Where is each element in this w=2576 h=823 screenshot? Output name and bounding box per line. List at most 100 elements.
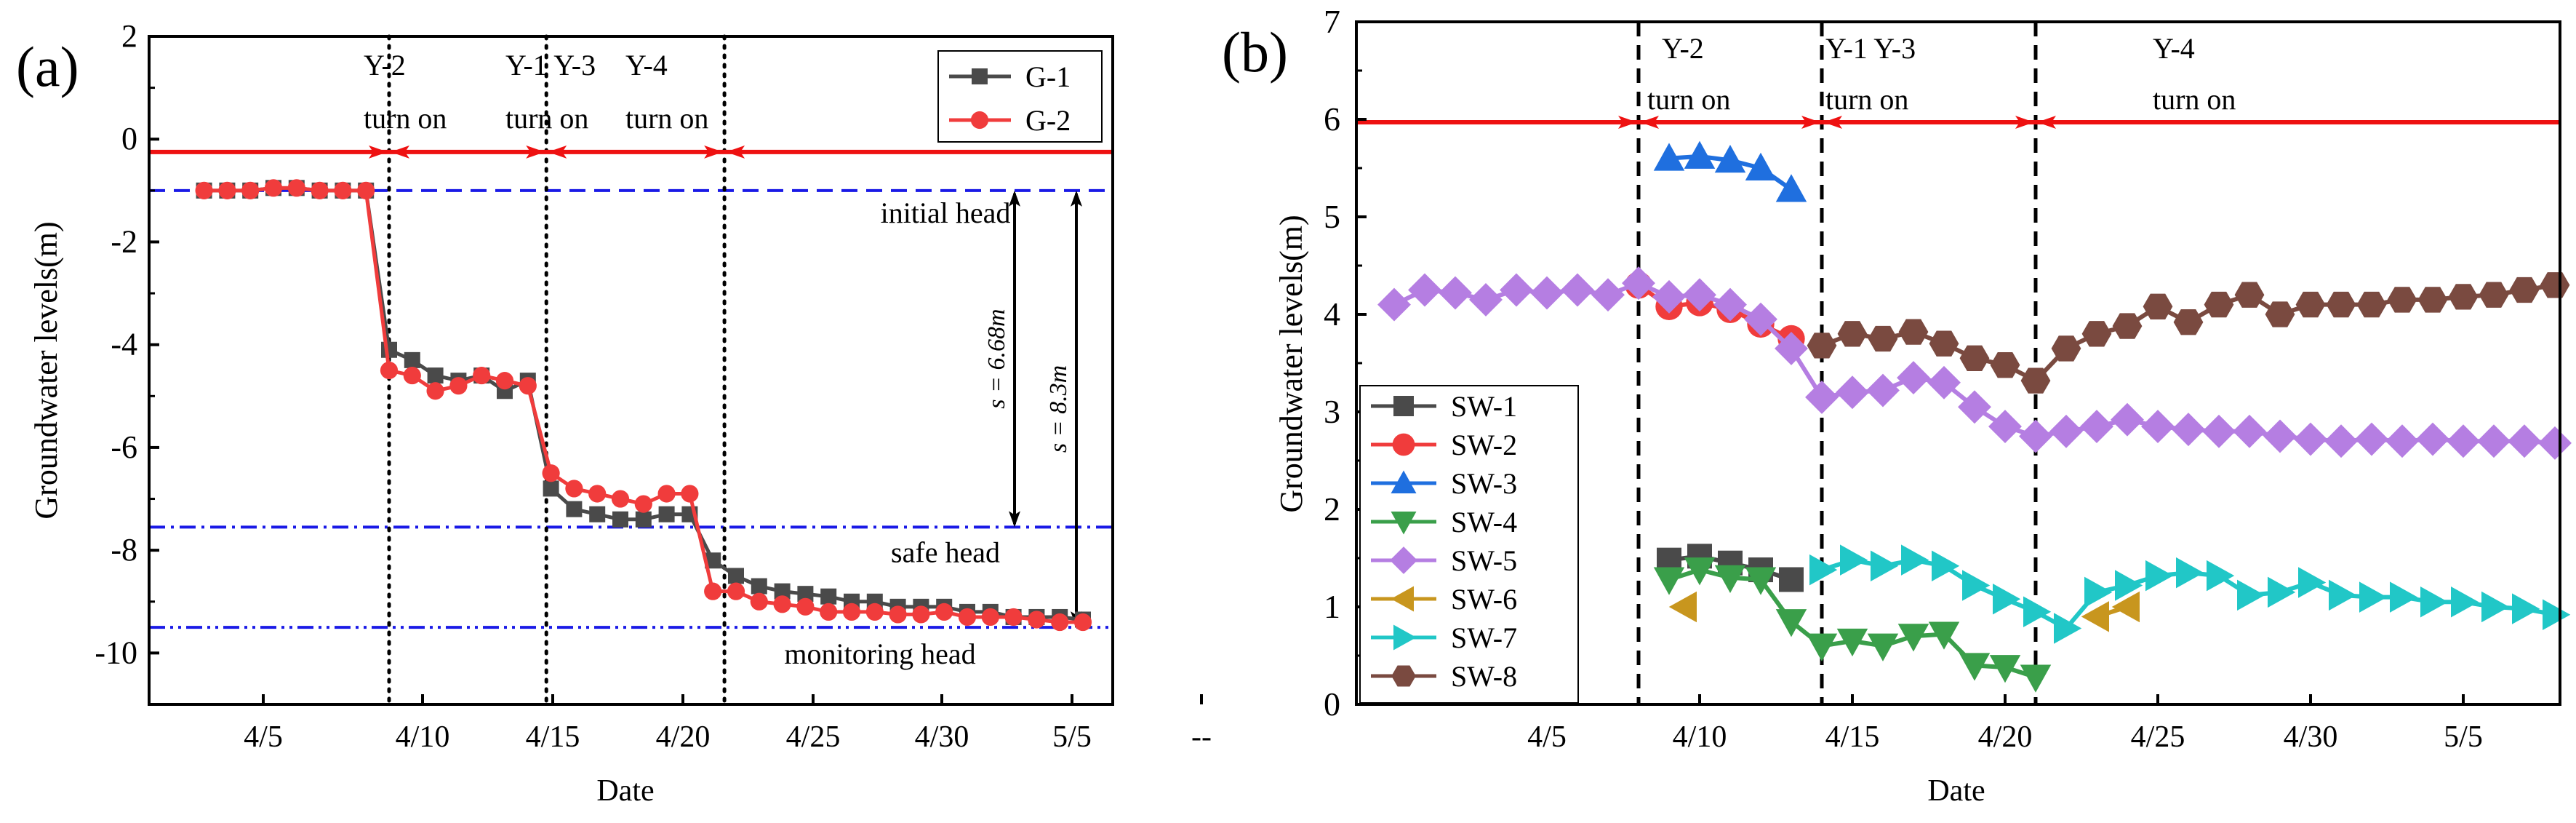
legend-marker-SW-5 [1390, 546, 1417, 574]
data-point-extra-SW-6-0 [2081, 601, 2109, 632]
data-point-SW-5-30 [2294, 422, 2327, 456]
reference-label-0: initial head [881, 196, 1011, 229]
legend-label-SW-2: SW-2 [1451, 429, 1517, 461]
data-point-SW-8-19 [2387, 287, 2417, 313]
data-point-SW-7-4 [1932, 550, 1960, 581]
data-point-G-2-9 [403, 366, 421, 385]
data-point-G-2-36 [1028, 611, 1046, 629]
data-point-SW-3-2 [1714, 145, 1746, 173]
data-point-SW-7-9 [2084, 576, 2113, 608]
data-point-SW-7-12 [2176, 557, 2204, 589]
x-tick-label-3: 4/20 [656, 720, 711, 754]
data-point-SW-5-14 [1805, 380, 1839, 414]
phase-label-b-0: Y-2 [1662, 32, 1704, 65]
data-point-G-1-19 [635, 511, 652, 528]
data-point-G-1-23 [728, 568, 744, 584]
phase-label-2: Y-4 [625, 49, 668, 81]
data-point-G-1-26 [797, 586, 814, 603]
y-tick-label-b-4: 4 [1324, 295, 1340, 333]
data-point-SW-5-20 [1988, 410, 2022, 444]
legend-frame-a [937, 50, 1103, 143]
phase-turnon-b-2: turn on [2153, 83, 2236, 116]
data-point-SW-5-1 [1408, 273, 1441, 307]
data-point-SW-4-11 [1989, 655, 2021, 683]
drawdown-label-1: s = 8.3m [1045, 365, 1072, 453]
x-axis-title-b: Date [1927, 774, 1985, 808]
data-point-G-1-25 [774, 583, 791, 600]
data-point-SW-8-10 [2112, 313, 2143, 339]
data-point-G-1-15 [543, 480, 559, 497]
reference-label-2: monitoring head [784, 637, 975, 670]
data-point-SW-7-20 [2420, 587, 2449, 618]
data-point-G-1-10 [427, 367, 444, 384]
x-tick-label-b-5: 4/30 [2284, 720, 2338, 754]
data-point-SW-7-10 [2115, 570, 2143, 601]
arrow-head [726, 145, 745, 159]
phase-label-b-1: Y-1 Y-3 [1825, 32, 1916, 65]
data-point-G-1-18 [612, 511, 628, 528]
data-point-SW-5-36 [2477, 424, 2511, 458]
data-point-G-2-15 [542, 464, 560, 482]
data-point-SW-3-0 [1653, 143, 1685, 171]
y-tick-label-5: -8 [111, 532, 137, 568]
legend-marker-G-2 [970, 111, 989, 130]
y-axis-title-a: Groundwater levels(m) [28, 221, 64, 519]
data-point-SW-7-24 [2543, 599, 2571, 630]
data-point-SW-4-4 [1775, 609, 1807, 637]
data-point-SW-5-27 [2202, 414, 2236, 448]
arrow-head [391, 145, 409, 159]
x-tick-label-2: 4/15 [526, 720, 580, 754]
y-tick-label-3: -4 [111, 327, 137, 362]
data-point-SW-5-34 [2416, 422, 2449, 456]
data-point-SW-5-4 [1500, 273, 1533, 307]
drawdown-arrow-head [1071, 190, 1082, 207]
data-point-SW-7-7 [2023, 596, 2052, 627]
data-point-G-1-22 [705, 552, 721, 569]
data-point-G-2-20 [657, 485, 676, 503]
legend-label-SW-3: SW-3 [1451, 467, 1517, 500]
data-point-SW-5-25 [2141, 410, 2175, 444]
legend-label-SW-8: SW-8 [1451, 660, 1517, 693]
x-axis-title-a: Date [596, 774, 654, 808]
phase-turnon-2: turn on [625, 102, 708, 135]
data-point-SW-5-38 [2538, 426, 2572, 460]
data-point-SW-4-9 [1928, 621, 1960, 650]
data-point-SW-5-26 [2172, 413, 2205, 447]
data-point-SW-5-2 [1439, 276, 1472, 310]
phase-label-0: Y-2 [364, 49, 406, 81]
data-point-SW-6-0 [1668, 591, 1697, 623]
data-point-G-2-16 [565, 480, 583, 498]
data-point-G-1-8 [381, 341, 397, 358]
arrow-head [1640, 116, 1659, 130]
panel-label-b: (b) [1222, 20, 1288, 84]
legend-a: G-1G-2 [937, 50, 1103, 143]
y-tick-label-b-3: 3 [1324, 393, 1340, 430]
data-point-G-2-11 [449, 377, 468, 395]
data-point-SW-5-22 [2049, 414, 2083, 448]
data-point-G-2-6 [334, 181, 352, 199]
x-tick-label-b-2: 4/15 [1825, 720, 1880, 754]
data-point-SW-8-6 [1990, 352, 2020, 378]
phase-label-1: Y-1 Y-3 [505, 49, 596, 81]
drawdown-label-0: s = 6.68m [983, 309, 1010, 408]
data-point-G-2-1 [218, 181, 236, 199]
data-point-SW-3-4 [1775, 174, 1807, 202]
data-point-SW-8-0 [1807, 333, 1837, 359]
x-tick-label-b-0: 4/5 [1527, 720, 1567, 754]
data-point-G-2-24 [750, 592, 768, 611]
x-tick-label-5: 4/30 [915, 720, 969, 754]
data-point-SW-8-7 [2020, 367, 2051, 394]
y-tick-label-b-6: 6 [1324, 100, 1340, 138]
arrow-head [704, 145, 724, 159]
data-point-SW-8-1 [1837, 321, 1868, 347]
arrow-head [369, 145, 388, 159]
data-point-G-2-0 [195, 181, 213, 199]
data-point-SW-8-12 [2173, 309, 2204, 335]
plot-frame-a [148, 35, 1114, 706]
data-point-SW-4-3 [1745, 567, 1777, 595]
data-point-G-2-19 [634, 495, 652, 513]
data-point-G-2-23 [727, 582, 745, 600]
legend-marker-SW-1 [1393, 396, 1414, 416]
arrow-head [1823, 116, 1842, 130]
